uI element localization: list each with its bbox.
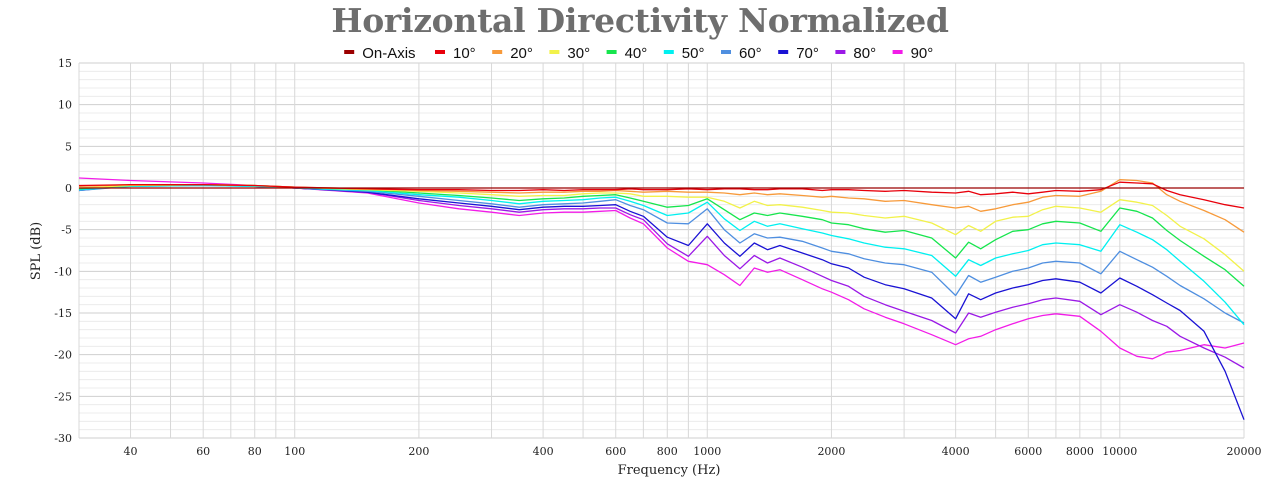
x-tick-label: 600 — [605, 445, 626, 458]
y-axis-label: SPL (dB) — [29, 222, 44, 280]
x-tick-label: 2000 — [817, 445, 845, 458]
x-tick-label: 100 — [284, 445, 305, 458]
legend-label: 70° — [796, 45, 819, 62]
y-tick-label: 5 — [65, 140, 72, 153]
series-line-10 — [78, 181, 1245, 209]
x-tick-label: 200 — [408, 445, 429, 458]
legend-swatch — [835, 50, 846, 54]
legend-swatch — [344, 50, 355, 54]
legend-label: 60° — [739, 45, 762, 62]
chart-title: Horizontal Directivity Normalized — [331, 1, 949, 40]
legend-label: 40° — [625, 45, 648, 62]
y-tick-label: 10 — [58, 99, 72, 112]
x-tick-label: 40 — [124, 445, 138, 458]
legend-swatch — [606, 50, 617, 54]
y-tick-label: -15 — [54, 307, 72, 320]
y-axis-ticks: 15 10 5 0 -5 -10 -15 -20 -25 -30 — [54, 57, 72, 445]
x-tick-label: 4000 — [942, 445, 970, 458]
legend-swatch — [435, 50, 445, 54]
legend-swatch — [549, 50, 560, 54]
x-tick-label: 20000 — [1227, 445, 1262, 458]
y-tick-label: -20 — [54, 349, 72, 362]
x-tick-label: 60 — [196, 445, 210, 458]
x-tick-label: 8000 — [1066, 445, 1094, 458]
legend-label: 20° — [510, 45, 533, 62]
series-line-90 — [78, 177, 1245, 360]
x-axis-label: Frequency (Hz) — [618, 463, 721, 478]
legend-swatch — [778, 50, 789, 54]
legend-label: On-Axis — [362, 45, 415, 62]
series-line-40 — [78, 184, 1245, 287]
x-tick-label: 1000 — [693, 445, 721, 458]
x-tick-label: 800 — [657, 445, 678, 458]
series-line-80 — [78, 184, 1245, 369]
legend-swatch — [892, 50, 903, 54]
y-tick-label: -30 — [54, 432, 72, 445]
grid — [78, 62, 1245, 439]
series-line-50 — [78, 184, 1245, 326]
y-tick-label: -25 — [54, 390, 72, 403]
series-line-70 — [78, 184, 1245, 420]
series-line-60 — [78, 184, 1245, 324]
series-line-30 — [78, 184, 1245, 272]
legend-label: 10° — [453, 45, 476, 62]
x-tick-label: 6000 — [1014, 445, 1042, 458]
y-tick-label: -5 — [61, 224, 72, 237]
x-tick-label: 400 — [533, 445, 554, 458]
legend-swatch — [721, 50, 731, 54]
legend-swatch — [492, 50, 503, 54]
series-lines — [78, 177, 1245, 420]
y-tick-label: 0 — [65, 182, 72, 195]
legend-label: 80° — [853, 45, 876, 62]
legend-swatch — [663, 50, 674, 54]
legend-label: 90° — [911, 45, 934, 62]
series-line-20 — [78, 179, 1245, 233]
legend: On-Axis 10° 20° 30° 40° 50° 60° 70° 80° 90° — [344, 45, 933, 62]
x-tick-label: 80 — [248, 445, 262, 458]
x-tick-label: 10000 — [1102, 445, 1137, 458]
y-tick-label: 15 — [58, 57, 72, 70]
legend-label: 50° — [682, 45, 705, 62]
y-tick-label: -10 — [54, 265, 72, 278]
x-axis-ticks: 40 60 80 100 200 400 600 800 1000 2000 4000 6000 800… — [124, 445, 1262, 458]
legend-label: 30° — [567, 45, 590, 62]
